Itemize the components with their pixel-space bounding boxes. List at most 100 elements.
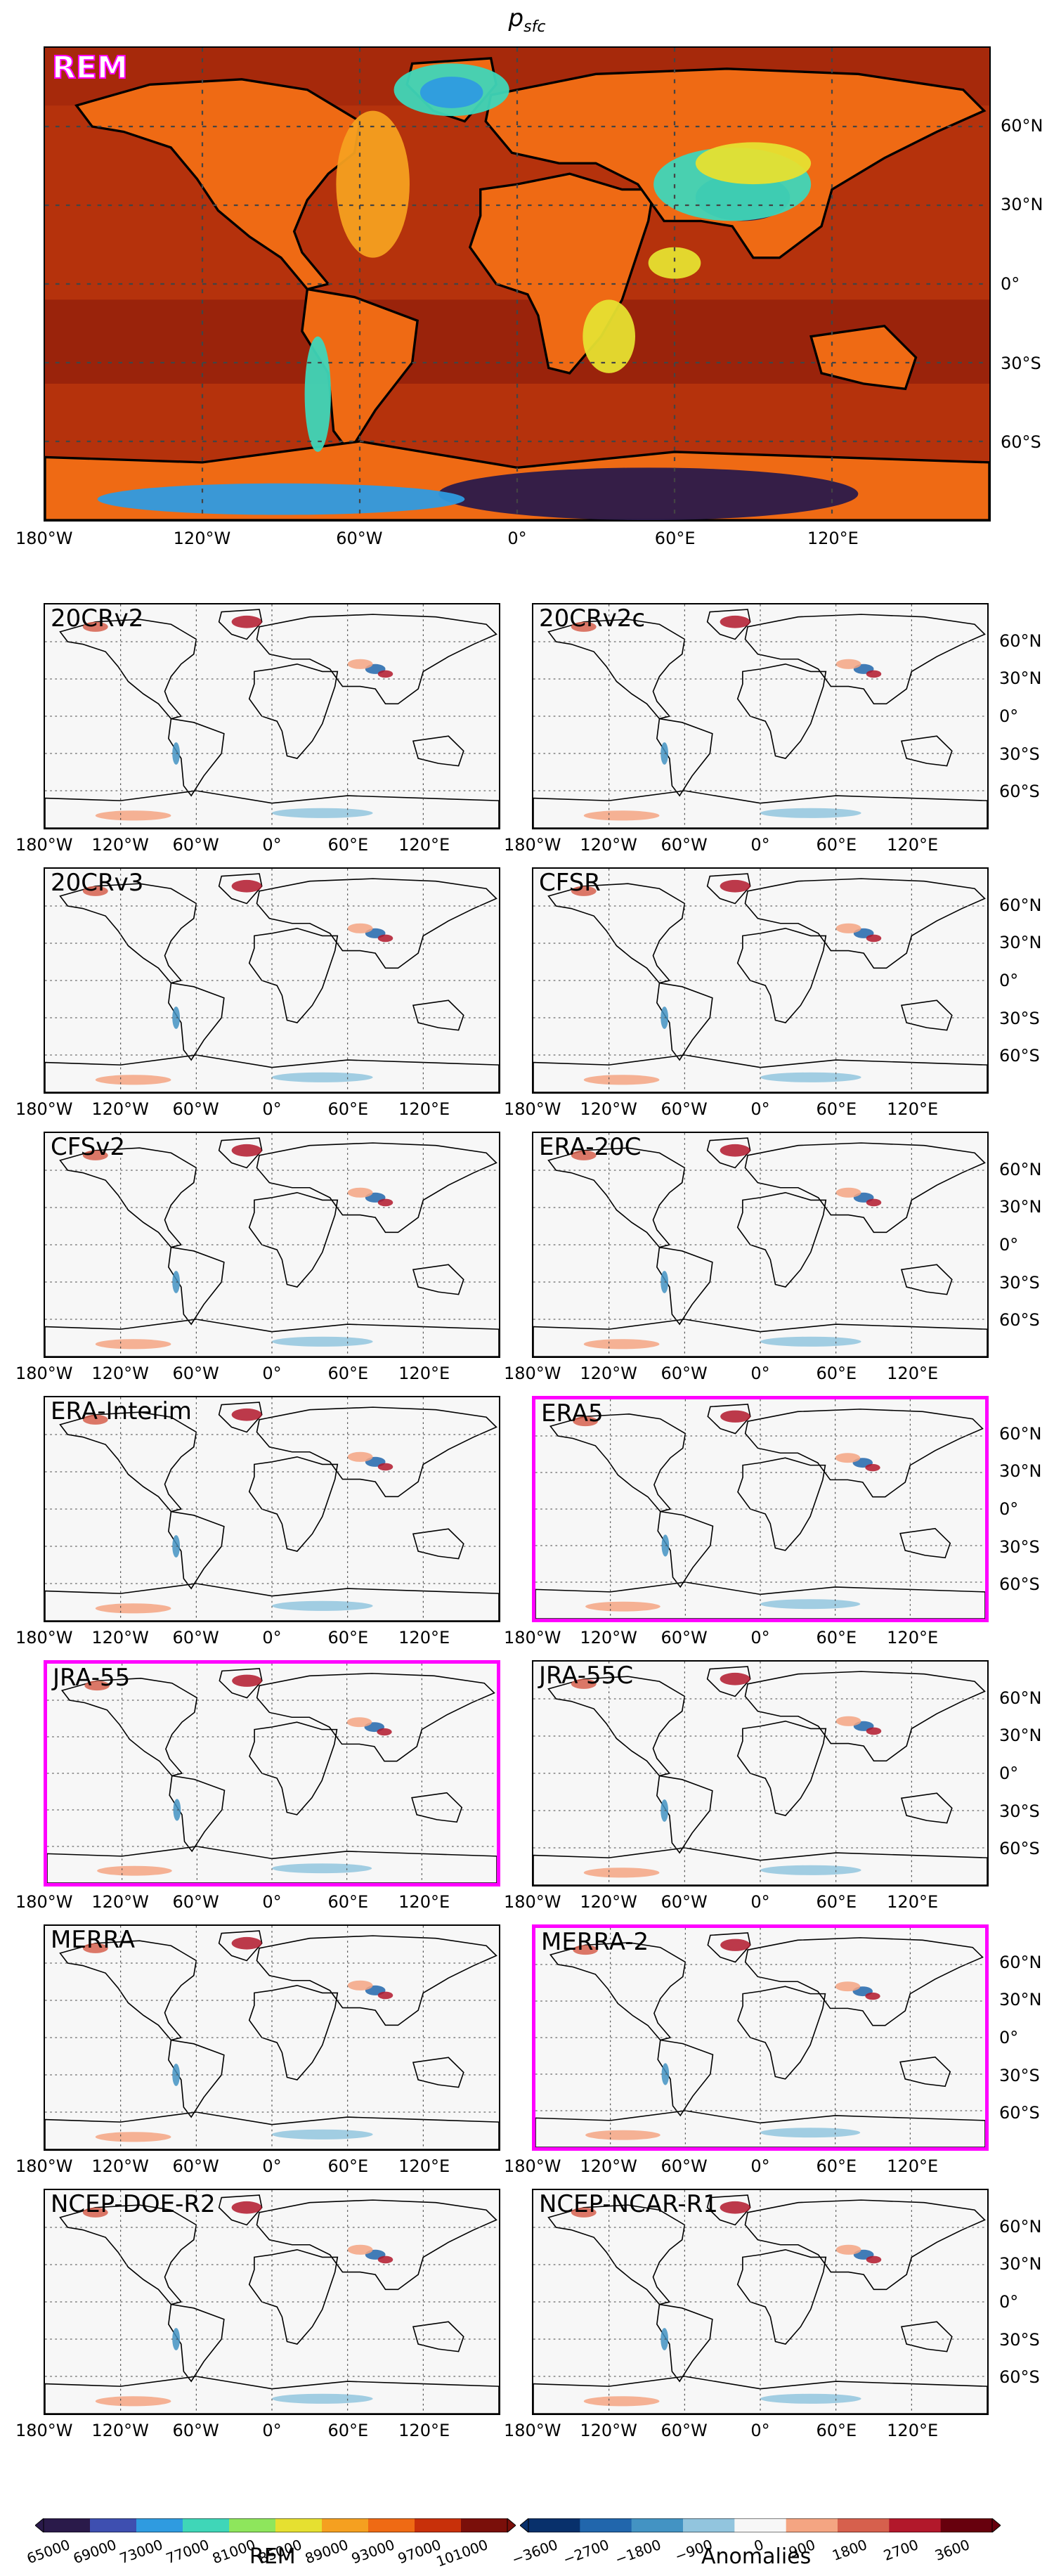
lon-tick-label: 0°	[750, 2421, 770, 2440]
coastline	[218, 609, 263, 640]
lon-tick-label: 60°W	[661, 1628, 708, 1648]
panel-merra-map: MERRA	[44, 1924, 500, 2151]
coastline	[59, 1940, 197, 2041]
field-feature	[377, 670, 393, 678]
field-feature	[82, 621, 108, 632]
field-feature	[571, 886, 597, 896]
lon-tick-label: 120°W	[91, 1892, 149, 1912]
coastline	[549, 1413, 687, 1513]
field-feature	[231, 2201, 262, 2214]
coastline	[412, 1528, 464, 1560]
lon-tick-label: 0°	[262, 2421, 282, 2440]
field-feature	[585, 1601, 661, 1612]
coastline	[412, 2321, 464, 2352]
anomalies-colorbar-label: Anomalies	[701, 2544, 812, 2569]
field-feature	[95, 810, 171, 821]
lat-tick-label: 60°S	[999, 2367, 1040, 2388]
coastline	[248, 663, 339, 759]
anomaly-field	[45, 2190, 499, 2414]
lon-tick-label: 60°E	[327, 1099, 369, 1119]
coastline	[218, 873, 263, 905]
coastline	[736, 2248, 827, 2345]
lon-tick-label: 120°W	[580, 2156, 637, 2176]
field-feature	[661, 1271, 669, 1293]
coastline	[736, 663, 827, 759]
lat-tick-label: 60°N	[999, 630, 1042, 651]
lon-tick-label: 120°W	[580, 1892, 637, 1912]
lon-tick-label: 120°E	[887, 1099, 939, 1119]
field-feature	[232, 1674, 262, 1687]
coastline	[744, 1409, 984, 1498]
field-feature	[760, 808, 861, 818]
coastline	[533, 2376, 987, 2414]
coastline	[248, 1456, 339, 1552]
coastline	[59, 619, 197, 720]
lon-tick-label: 120°W	[91, 835, 149, 855]
field-feature	[377, 1991, 393, 2000]
field-feature	[583, 299, 635, 373]
coastline	[47, 1846, 497, 1883]
field-feature	[866, 934, 882, 943]
lon-tick-label: 180°W	[504, 1099, 561, 1119]
lon-tick-label: 180°W	[15, 2421, 73, 2440]
lon-tick-label: 60°W	[172, 1364, 219, 1383]
anomalies-colorbar-tick-label: 3600	[932, 2536, 972, 2564]
coastline	[219, 1668, 263, 1699]
coastline	[736, 1720, 827, 1816]
anomaly-field	[535, 1399, 985, 1619]
panel-merra2-label: MERRA-2	[541, 1928, 649, 1956]
field-feature	[583, 1339, 660, 1350]
coastline	[706, 609, 751, 640]
lat-tick-label: 30°S	[999, 1272, 1040, 1293]
coastline	[706, 1666, 751, 1697]
field-feature	[866, 670, 882, 678]
lon-tick-label: 0°	[750, 1892, 770, 1912]
field-feature	[835, 923, 861, 933]
panel-cfsr-map: CFSR	[532, 867, 989, 1094]
field-feature	[760, 2393, 861, 2404]
field-feature	[661, 1799, 669, 1822]
rem-colorbar-tick-label: 93000	[349, 2536, 398, 2568]
field-feature	[82, 1150, 108, 1160]
coastline	[900, 999, 953, 1031]
field-feature	[272, 2129, 373, 2140]
lat-tick-label: 0°	[999, 1235, 1019, 1255]
rem-field	[45, 48, 989, 520]
rem-colorbar-tick-label: 69000	[71, 2536, 119, 2568]
lat-tick-label: 0°	[999, 1499, 1019, 1519]
field-feature	[571, 621, 597, 632]
lat-tick-label: 0°	[999, 2292, 1019, 2312]
field-feature	[720, 2201, 750, 2214]
field-feature	[720, 1144, 750, 1157]
field-feature	[347, 1451, 373, 1462]
lon-tick-label: 60°W	[172, 2421, 219, 2440]
coastline	[744, 878, 986, 969]
field-feature	[82, 2207, 108, 2218]
panel-20crv2c-label: 20CRv2c	[539, 604, 646, 633]
lon-tick-label: 120°E	[398, 1099, 450, 1119]
anomalies-colorbar-tick-label: −3600	[509, 2536, 560, 2568]
coastline	[45, 1319, 499, 1357]
lon-tick-label: 180°W	[15, 1099, 73, 1119]
coastline	[535, 1581, 985, 1619]
lat-tick-label: 0°	[999, 1763, 1019, 1783]
lon-tick-label: 60°E	[816, 835, 857, 855]
rem-colorbar-tick-label: 77000	[164, 2536, 212, 2568]
coastline	[900, 735, 953, 767]
lon-tick-label: 60°E	[816, 2421, 857, 2440]
coastline	[218, 1137, 263, 1169]
field-feature	[419, 77, 483, 108]
coastline	[744, 614, 986, 705]
lon-tick-label: 120°W	[91, 2156, 149, 2176]
field-feature	[866, 2255, 882, 2264]
field-feature	[95, 1075, 171, 1085]
panel-erainterim-map: ERA-Interim	[44, 1396, 500, 1622]
lon-tick-label: 60°W	[172, 1099, 219, 1119]
rem-colorbar-label: REM	[249, 2544, 296, 2569]
lon-tick-label: 120°W	[91, 1099, 149, 1119]
coastline	[74, 78, 361, 291]
coastline	[706, 873, 751, 905]
field-feature	[231, 1144, 262, 1157]
lat-tick-label: 30°S	[1001, 353, 1041, 373]
panel-ncepncarr1-label: NCEP-NCAR-R1	[539, 2190, 718, 2218]
